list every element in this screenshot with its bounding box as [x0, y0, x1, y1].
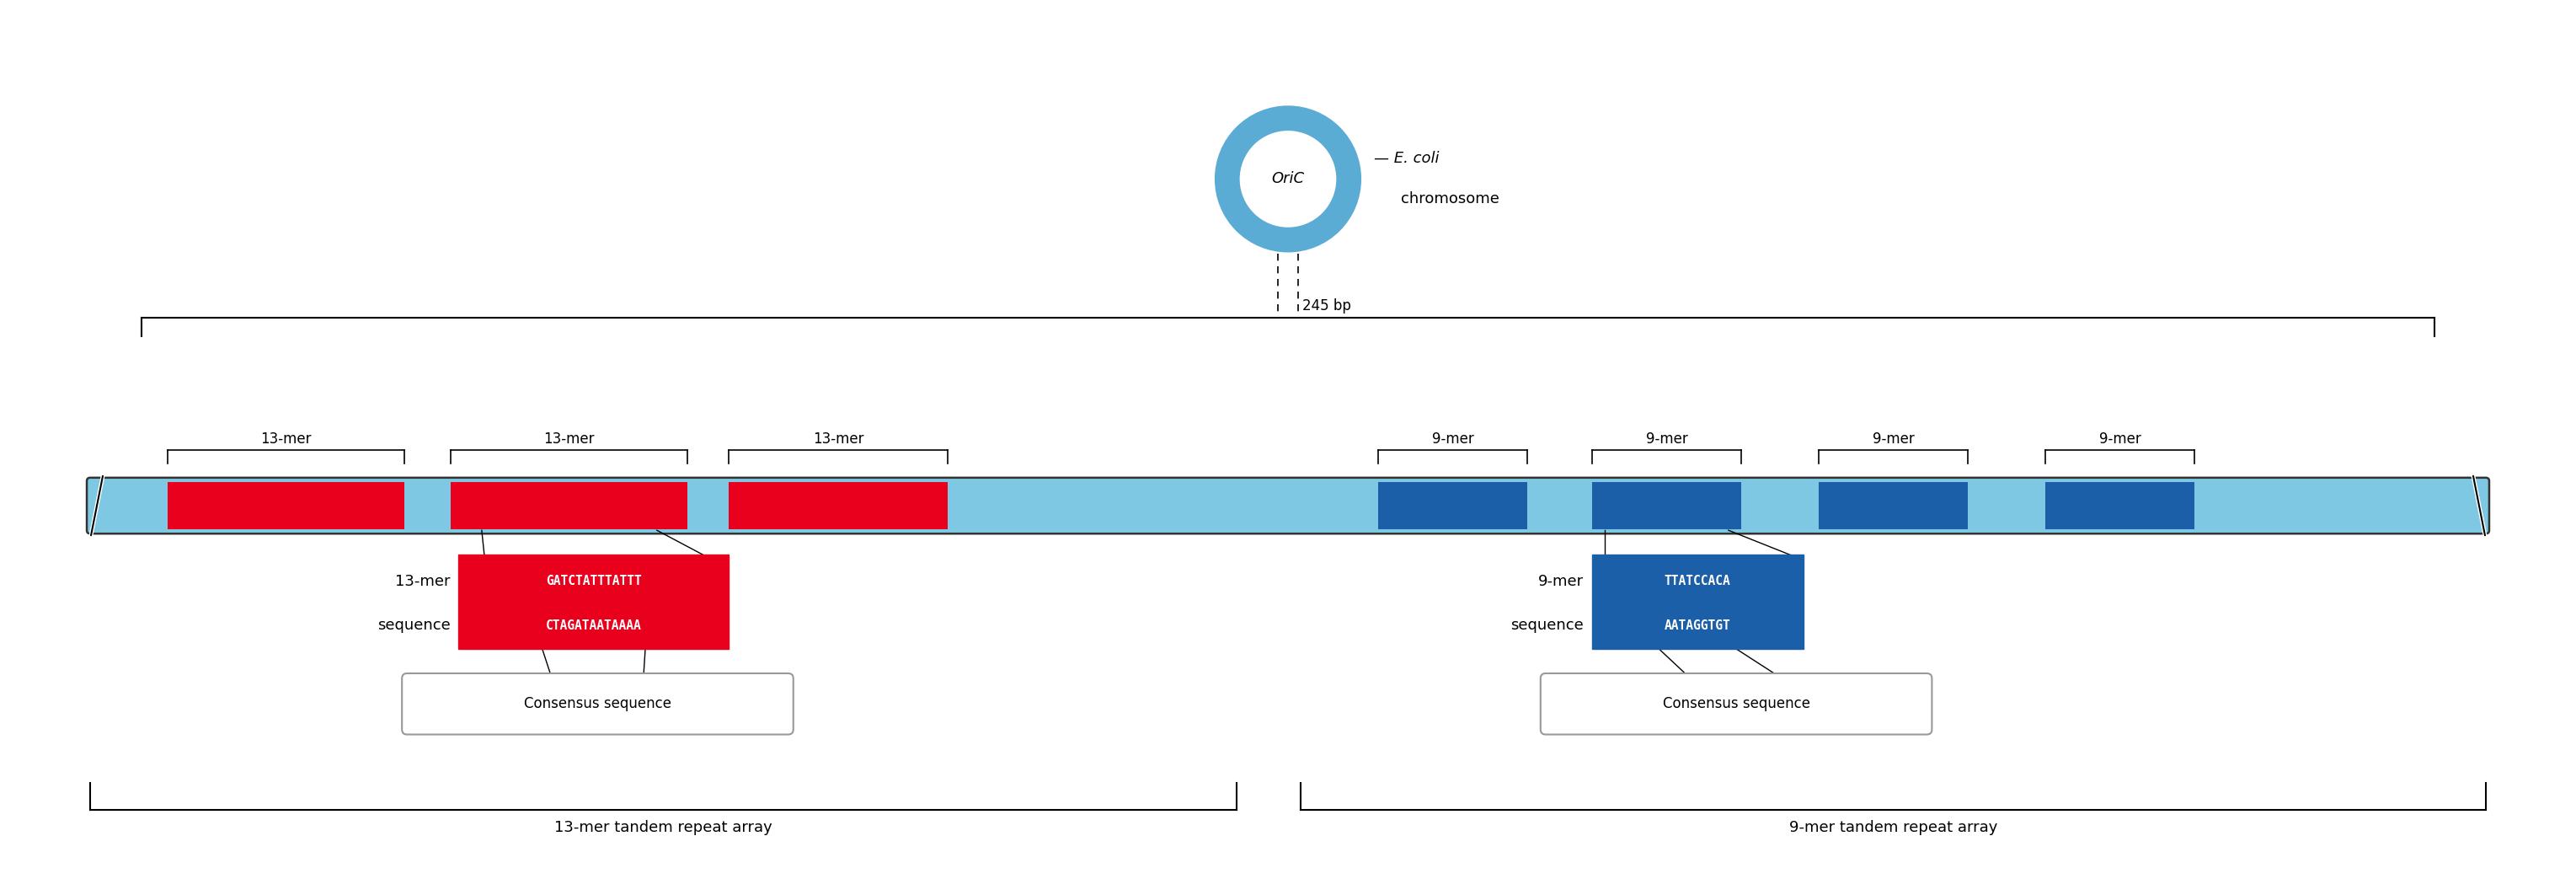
Text: CTAGATAATAAAA: CTAGATAATAAAA — [546, 619, 641, 632]
FancyBboxPatch shape — [167, 482, 404, 529]
Text: TTATCCACA: TTATCCACA — [1664, 575, 1731, 587]
Text: — ​E. coli: — ​E. coli — [1373, 151, 1440, 166]
Text: Consensus sequence: Consensus sequence — [523, 696, 672, 712]
FancyBboxPatch shape — [2045, 482, 2195, 529]
FancyBboxPatch shape — [1540, 673, 1932, 735]
Text: GATCTATTTATTT: GATCTATTTATTT — [546, 575, 641, 587]
FancyBboxPatch shape — [451, 482, 688, 529]
Text: chromosome: chromosome — [1401, 192, 1499, 207]
Text: 9-mer: 9-mer — [1646, 431, 1687, 447]
Text: sequence: sequence — [1510, 618, 1584, 633]
Text: Consensus sequence: Consensus sequence — [1662, 696, 1811, 712]
Text: 9-mer: 9-mer — [1432, 431, 1473, 447]
FancyBboxPatch shape — [402, 673, 793, 735]
FancyBboxPatch shape — [1378, 482, 1528, 529]
Text: 9-mer: 9-mer — [1538, 574, 1584, 589]
Text: 13-mer tandem repeat array: 13-mer tandem repeat array — [554, 820, 773, 835]
FancyBboxPatch shape — [1592, 482, 1741, 529]
Text: 9-mer tandem repeat array: 9-mer tandem repeat array — [1790, 820, 1996, 835]
Circle shape — [1216, 106, 1360, 252]
FancyBboxPatch shape — [1819, 482, 1968, 529]
FancyBboxPatch shape — [88, 478, 2488, 533]
Text: 13-mer: 13-mer — [544, 431, 595, 447]
Text: 245 bp: 245 bp — [1303, 298, 1350, 313]
Text: AATAGGTGT: AATAGGTGT — [1664, 619, 1731, 632]
Text: 9-mer: 9-mer — [1873, 431, 1914, 447]
FancyBboxPatch shape — [729, 482, 948, 529]
Circle shape — [1239, 131, 1337, 227]
FancyBboxPatch shape — [459, 555, 729, 649]
Text: 13-mer: 13-mer — [394, 574, 451, 589]
Text: 9-mer: 9-mer — [2099, 431, 2141, 447]
Text: 13-mer: 13-mer — [260, 431, 312, 447]
Text: OriC: OriC — [1273, 172, 1303, 186]
FancyBboxPatch shape — [1592, 555, 1803, 649]
Text: 13-mer: 13-mer — [814, 431, 863, 447]
Text: sequence: sequence — [376, 618, 451, 633]
